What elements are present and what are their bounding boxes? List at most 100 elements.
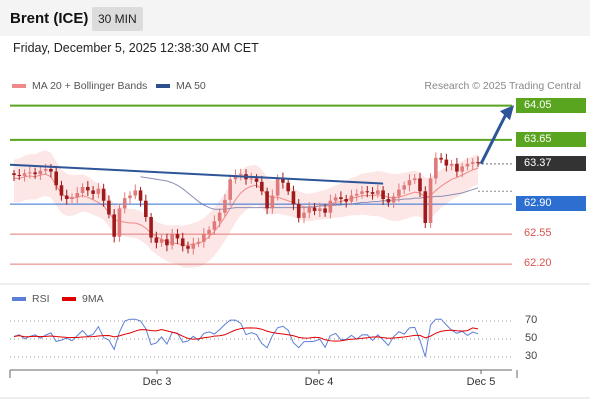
candle-body xyxy=(59,185,64,196)
candle-body xyxy=(191,243,196,249)
candle-body xyxy=(460,166,464,172)
candle-body xyxy=(75,193,80,198)
level-tag-63-65: 63.65 xyxy=(516,131,586,147)
time-tick-label: Dec 3 xyxy=(142,376,172,388)
candle-body xyxy=(28,172,32,174)
candle-body xyxy=(196,241,201,244)
chart-header: Brent (ICE) 30 MIN xyxy=(0,0,590,36)
candle-body xyxy=(144,200,148,217)
candle-body xyxy=(455,163,459,172)
candle-body xyxy=(265,191,269,209)
candle-body xyxy=(434,157,438,179)
candle-body xyxy=(38,170,43,175)
projection-arrow xyxy=(479,113,508,165)
ma20-swatch xyxy=(12,84,26,88)
candle-body xyxy=(349,195,354,202)
candle-body xyxy=(402,185,406,190)
candle-body xyxy=(296,204,301,218)
timeframe-button[interactable]: 30 MIN xyxy=(92,7,143,31)
candle-body xyxy=(223,199,227,213)
legend-9ma: 9MA xyxy=(62,293,104,305)
candle-body xyxy=(291,191,296,205)
candle-body xyxy=(254,178,259,182)
candle-body xyxy=(286,182,290,192)
candle-body xyxy=(423,191,428,223)
candle-body xyxy=(22,173,27,176)
candle-body xyxy=(180,238,185,247)
candle-body xyxy=(302,212,306,218)
candle-body xyxy=(418,178,422,192)
ma9-swatch xyxy=(62,297,76,301)
candle-body xyxy=(370,192,375,194)
candle-body xyxy=(128,195,132,199)
candle-body xyxy=(207,229,211,235)
rsi-swatch xyxy=(12,297,26,301)
level-tag-64-05: 64.05 xyxy=(516,97,586,113)
candle-body xyxy=(312,207,317,211)
candle-body xyxy=(307,207,312,213)
candle-body xyxy=(217,212,222,222)
candle-body xyxy=(249,178,254,180)
candle-body xyxy=(64,195,69,199)
candle-body xyxy=(444,159,449,166)
candle-body xyxy=(354,193,359,196)
candle-body xyxy=(54,171,58,186)
candle-body xyxy=(175,234,180,239)
level-tag-62-90: 62.90 xyxy=(516,196,586,212)
legend-ma20: MA 20 + Bollinger Bands xyxy=(12,80,147,92)
rsi-ma9-line xyxy=(13,327,479,342)
candle-body xyxy=(12,173,16,175)
candle-body xyxy=(328,200,333,213)
candle-body xyxy=(439,157,443,160)
candle-body xyxy=(397,189,401,197)
candle-body xyxy=(112,214,116,237)
candle-body xyxy=(360,191,364,194)
rsi-legend-label: RSI xyxy=(32,293,50,305)
candle-body xyxy=(281,178,285,183)
candle-body xyxy=(465,163,470,167)
candle-body xyxy=(101,188,106,201)
candle-body xyxy=(117,208,122,237)
candle-body xyxy=(49,169,53,172)
candle-body xyxy=(159,239,164,243)
ma50-swatch xyxy=(156,84,170,88)
candle-body xyxy=(391,196,396,203)
legend-ma50: MA 50 xyxy=(156,80,206,92)
candle-body xyxy=(233,175,238,180)
candle-body xyxy=(202,234,206,242)
candle-body xyxy=(449,163,454,166)
candle-body xyxy=(122,198,127,209)
candle-body xyxy=(428,178,433,223)
rsi-level-label: 50 xyxy=(525,332,538,344)
rsi-level-label: 30 xyxy=(525,350,538,362)
candle-body xyxy=(470,162,475,164)
ma20-legend-label: MA 20 + Bollinger Bands xyxy=(32,80,148,92)
legend-rsi: RSI xyxy=(12,293,50,305)
candle-body xyxy=(238,174,243,176)
candle-body xyxy=(318,208,322,211)
candle-body xyxy=(138,190,143,201)
candle-body xyxy=(96,188,101,194)
time-tick-label: Dec 5 xyxy=(466,376,496,388)
projection-arrow-head xyxy=(500,105,514,121)
bollinger-band xyxy=(14,150,478,268)
candle-body xyxy=(17,175,22,176)
candle-body xyxy=(228,179,232,200)
level-tag-62-55: 62.55 xyxy=(524,227,552,240)
rsi-level-label: 70 xyxy=(525,314,538,326)
instrument-title: Brent (ICE) xyxy=(10,10,89,27)
chart-datetime: Friday, December 5, 2025 12:38:30 AM CET xyxy=(13,41,259,55)
ma50-legend-label: MA 50 xyxy=(176,80,206,92)
candle-body xyxy=(339,197,343,199)
candle-body xyxy=(407,180,412,186)
time-tick-label: Dec 4 xyxy=(304,376,334,388)
candle-body xyxy=(476,162,480,164)
candle-body xyxy=(270,195,275,209)
rsi-line xyxy=(13,318,479,357)
candle-body xyxy=(186,246,190,249)
candle-body xyxy=(165,239,169,246)
candle-body xyxy=(70,197,74,199)
candle-body xyxy=(323,208,327,213)
candle-body xyxy=(344,199,348,202)
level-tag-62-20: 62.20 xyxy=(524,257,552,270)
